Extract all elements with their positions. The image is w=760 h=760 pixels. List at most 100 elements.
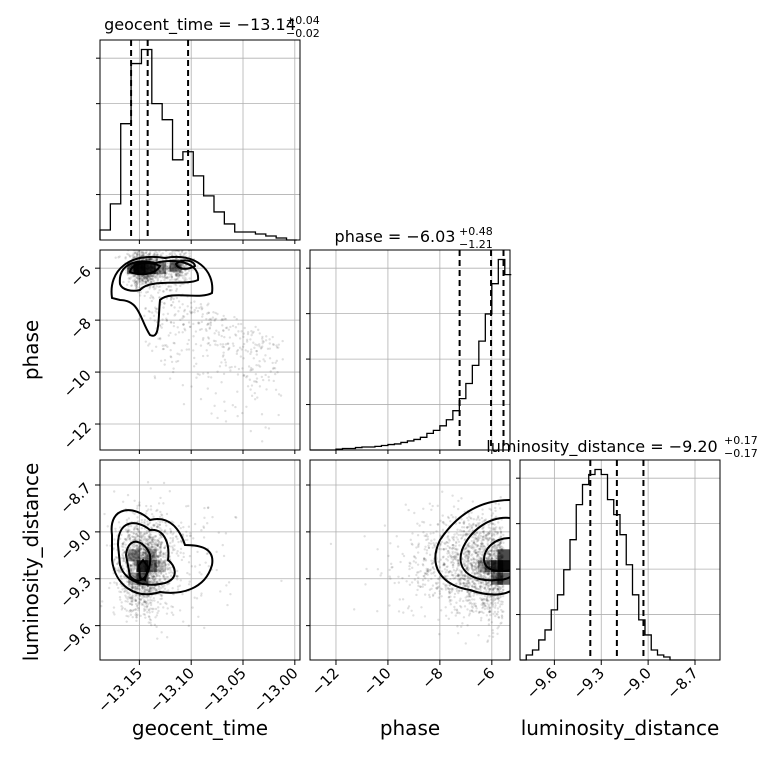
scatter-point [213,318,216,321]
scatter-point [143,600,146,604]
scatter-point [466,566,469,569]
scatter-point [156,581,160,584]
scatter-point [497,625,500,628]
scatter-point [476,550,479,554]
scatter-point [452,569,456,572]
scatter-point [254,325,257,329]
scatter-point [150,545,154,549]
scatter-point [142,537,145,540]
scatter-point [159,536,163,539]
scatter-point [205,329,208,333]
scatter-point [442,582,445,585]
scatter-point [486,586,490,590]
scatter-point [132,555,136,559]
scatter-point [123,590,126,593]
scatter-point [474,563,478,566]
scatter-point [222,318,225,321]
scatter-point [170,570,173,574]
scatter-point [482,583,485,586]
scatter-point [128,582,132,585]
scatter-point [164,545,167,548]
scatter-point [223,358,227,361]
scatter-point [475,609,478,613]
scatter-point [489,527,492,530]
scatter-point [196,309,200,313]
scatter-point [471,580,474,584]
scatter-point [451,574,454,577]
scatter-point [466,542,470,546]
scatter-point [449,520,452,523]
scatter-point [474,552,477,555]
scatter-point [143,520,146,524]
scatter-point [472,594,475,597]
scatter-point [493,544,496,548]
scatter-point [472,541,475,544]
scatter-point [126,553,130,556]
scatter-point [246,385,250,388]
scatter-point [125,609,128,612]
scatter-point [143,585,147,589]
scatter-point [242,332,246,335]
scatter-point [136,553,139,556]
scatter-point [463,574,466,577]
panel-frame [309,249,511,451]
scatter-point [149,607,152,610]
scatter-point [154,578,157,581]
scatter-point [482,576,486,580]
scatter-point [407,508,410,512]
scatter-point [148,589,152,593]
scatter-point [486,573,490,576]
scatter-point [241,367,244,370]
scatter-point [200,594,203,597]
scatter-point [245,376,248,379]
scatter-point [466,543,470,547]
scatter-point [253,346,256,350]
scatter-point [448,598,452,602]
scatter-point [158,560,162,564]
scatter-point [137,556,141,559]
scatter-point [146,542,149,545]
scatter-point [151,555,154,558]
scatter-point [481,530,485,534]
scatter-point [148,276,151,280]
scatter-point [464,642,467,645]
scatter-point [149,296,152,300]
scatter-point [139,252,143,255]
scatter-point [122,557,126,560]
scatter-point [157,542,160,545]
scatter-point [488,609,492,613]
scatter-point [140,275,143,278]
scatter-point [144,275,147,279]
scatter-point [485,581,489,585]
scatter-point [137,318,141,321]
scatter-point [456,567,459,570]
scatter-point [486,539,489,543]
scatter-point [201,338,205,341]
scatter-point [156,555,160,558]
scatter-point [440,595,443,598]
scatter-point [116,562,119,566]
scatter-point [136,507,139,510]
scatter-point [118,571,121,574]
scatter-point [183,327,186,331]
scatter-point [150,258,153,261]
scatter-point [494,515,498,518]
scatter-point [139,554,143,558]
scatter-point [489,549,493,553]
scatter-point [459,570,463,574]
scatter-point [421,563,425,566]
scatter-point [156,252,159,255]
scatter-point [419,585,422,588]
scatter-point [455,553,459,556]
scatter-point [457,575,460,578]
scatter-point [485,567,488,571]
scatter-point [128,547,131,550]
scatter-point [144,558,147,561]
scatter-point [130,599,133,603]
scatter-point [140,557,143,560]
scatter-point [131,279,135,282]
scatter-point [148,541,152,545]
scatter-point [130,603,134,606]
scatter-point [138,539,142,542]
scatter-point [151,349,154,353]
